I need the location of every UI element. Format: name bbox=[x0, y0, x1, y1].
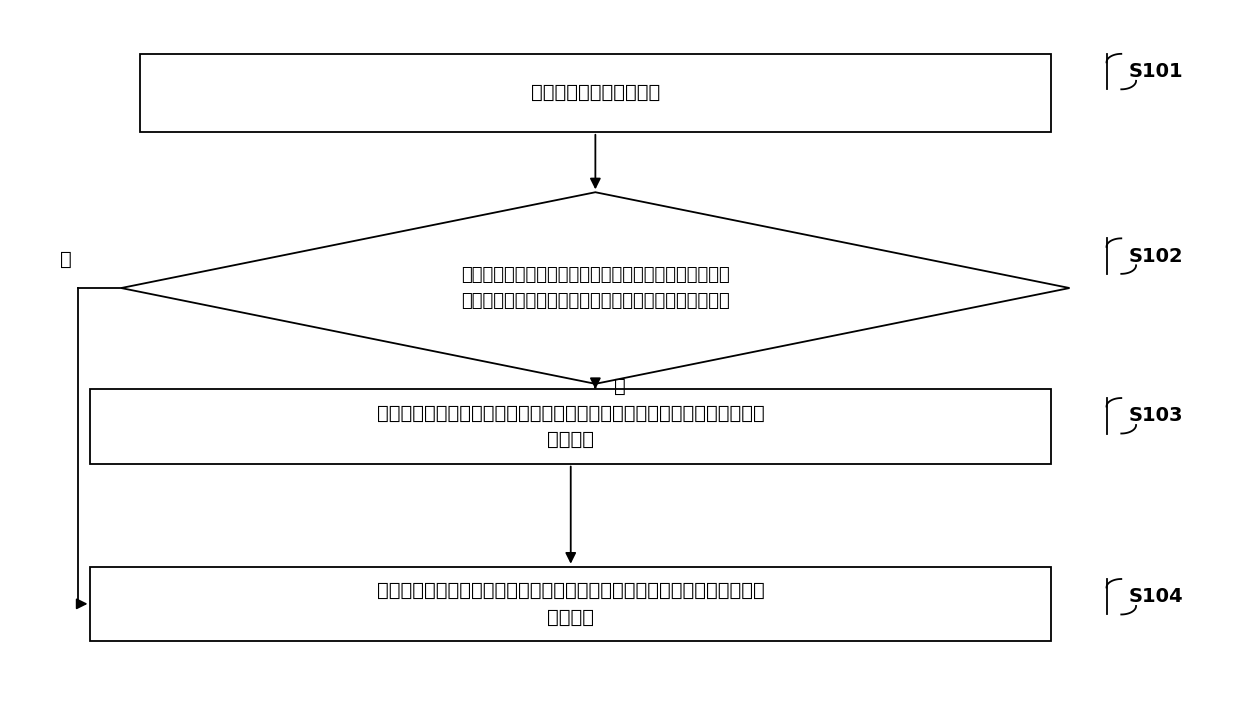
Text: 当所述振动烈度异常或所述故障特征频率幅值异常时，自适应提高下一采样
的采样率: 当所述振动烈度异常或所述故障特征频率幅值异常时，自适应提高下一采样 的采样率 bbox=[377, 404, 765, 449]
Text: 否: 否 bbox=[60, 250, 72, 269]
FancyBboxPatch shape bbox=[140, 54, 1052, 132]
Text: 对所述振动信号分别进行时域分析和频域分析，以对应确
认所述机械设备的振动烈度及故障特征频率幅值是否异常: 对所述振动信号分别进行时域分析和频域分析，以对应确 认所述机械设备的振动烈度及故… bbox=[461, 266, 730, 310]
Text: S102: S102 bbox=[1128, 246, 1183, 266]
Text: S104: S104 bbox=[1128, 587, 1183, 606]
FancyBboxPatch shape bbox=[91, 567, 1052, 641]
Polygon shape bbox=[122, 192, 1070, 384]
Text: 当所述振动烈度异常和所述故障特征频率幅值正常时，自适应降低下一采样
的采样率: 当所述振动烈度异常和所述故障特征频率幅值正常时，自适应降低下一采样 的采样率 bbox=[377, 581, 765, 627]
FancyBboxPatch shape bbox=[91, 389, 1052, 464]
Text: S103: S103 bbox=[1128, 406, 1183, 425]
Text: S101: S101 bbox=[1128, 62, 1183, 81]
Text: 采集机械设备的振动信号: 采集机械设备的振动信号 bbox=[531, 83, 660, 103]
Text: 是: 是 bbox=[614, 377, 626, 396]
